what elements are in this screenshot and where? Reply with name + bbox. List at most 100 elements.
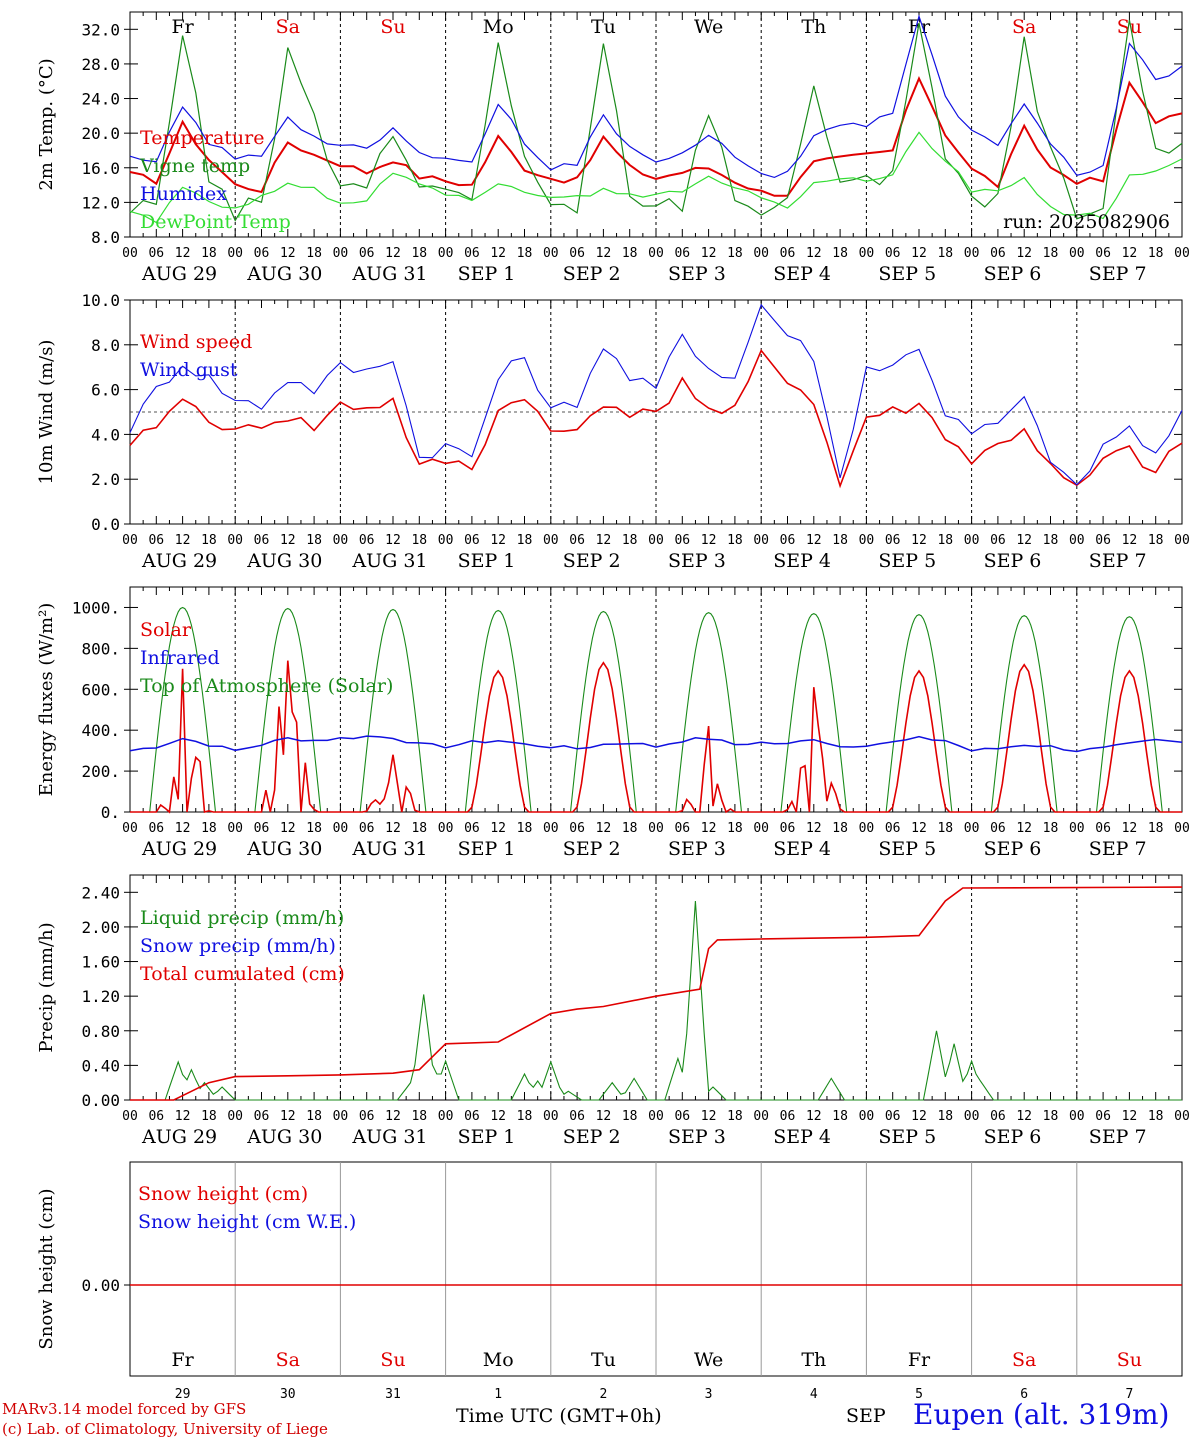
series-line-solar (130, 660, 1182, 814)
date-label: SEP 1 (458, 550, 516, 572)
hour-label: 00 (648, 533, 664, 548)
y-tick-label: 0.0 (91, 515, 120, 534)
hour-label: 06 (990, 821, 1006, 836)
date-label: SEP 2 (563, 1126, 621, 1148)
hour-label: 06 (569, 1109, 585, 1124)
date-label: SEP 1 (458, 838, 516, 860)
hour-label: 00 (1069, 1109, 1085, 1124)
hour-label: 12 (911, 246, 927, 261)
hour-label: 18 (622, 246, 638, 261)
hour-label: 00 (227, 1109, 243, 1124)
hour-label: 12 (490, 246, 506, 261)
hour-label: 00 (438, 533, 454, 548)
day-number: 1 (494, 1387, 502, 1402)
legend-entry: Temperature (140, 127, 264, 149)
day-of-week-bottom: Sa (276, 1349, 300, 1371)
hour-label: 06 (780, 1109, 796, 1124)
legend-entry: Snow precip (mm/h) (140, 935, 336, 957)
y-tick-label: 0.40 (81, 1056, 120, 1075)
legend-entry: Snow height (cm) (138, 1183, 308, 1205)
hour-label: 12 (175, 246, 191, 261)
hour-label: 06 (569, 533, 585, 548)
day-of-week-bottom: Sa (1012, 1349, 1036, 1371)
hour-label: 06 (885, 1109, 901, 1124)
y-tick-label: 1.60 (81, 953, 120, 972)
hour-label: 12 (596, 1109, 612, 1124)
date-label: SEP 4 (773, 1126, 831, 1148)
hour-label: 18 (411, 246, 427, 261)
run-annotation: run: 2025082906 (1003, 211, 1170, 233)
hour-label: 00 (753, 1109, 769, 1124)
hour-label: 18 (622, 533, 638, 548)
hour-label: 00 (964, 821, 980, 836)
day-of-week-bottom: Fr (171, 1349, 194, 1371)
hour-label: 18 (1043, 821, 1059, 836)
hour-label: 00 (1174, 821, 1190, 836)
y-tick-label: 0.80 (81, 1022, 120, 1041)
date-label: AUG 29 (141, 550, 217, 572)
hour-label: 06 (674, 533, 690, 548)
location-label: Eupen (alt. 319m) (913, 1398, 1170, 1431)
hour-label: 18 (727, 533, 743, 548)
day-number: 5 (915, 1387, 923, 1402)
legend-entry: Humidex (140, 183, 227, 205)
day-of-week-bottom: Fr (908, 1349, 931, 1371)
day-number: 4 (810, 1387, 818, 1402)
hour-label: 12 (490, 533, 506, 548)
panel-frame (129, 586, 1183, 813)
hour-label: 18 (306, 1109, 322, 1124)
y-tick-label: 2.00 (81, 918, 120, 937)
date-label: SEP 3 (668, 838, 726, 860)
hour-label: 00 (543, 533, 559, 548)
hour-label: 06 (569, 246, 585, 261)
date-label: AUG 30 (246, 1126, 322, 1148)
legend-entry: DewPoint Temp (140, 211, 291, 233)
hour-label: 06 (359, 1109, 375, 1124)
hour-label: 00 (1174, 533, 1190, 548)
hour-label: 12 (175, 533, 191, 548)
hour-label: 06 (359, 821, 375, 836)
hour-label: 00 (122, 1109, 138, 1124)
series-line-wind-speed (129, 348, 1183, 489)
hour-label: 18 (1043, 533, 1059, 548)
hour-label: 00 (1069, 246, 1085, 261)
date-label: SEP 4 (773, 838, 831, 860)
day-number: 30 (280, 1387, 296, 1402)
y-tick-label: 4.0 (91, 425, 120, 444)
hour-label: 12 (385, 246, 401, 261)
date-label: SEP 2 (563, 838, 621, 860)
hour-label: 12 (1122, 821, 1138, 836)
hour-label: 06 (674, 821, 690, 836)
hour-label: 18 (411, 821, 427, 836)
panel-2: 10m Wind (m/s) 0.0 2.0 4.0 6.0 8.0 10.0 00 06 12 1… (36, 291, 1190, 572)
day-number: 7 (1125, 1387, 1133, 1402)
hour-label: 06 (990, 533, 1006, 548)
hour-label: 18 (832, 246, 848, 261)
hour-label: 00 (227, 246, 243, 261)
legend-entry: Wind gust (140, 359, 238, 381)
hour-label: 12 (701, 1109, 717, 1124)
hour-label: 12 (806, 1109, 822, 1124)
hour-label: 12 (280, 533, 296, 548)
hour-label: 06 (674, 1109, 690, 1124)
legend-entry: Vigne temp (139, 155, 250, 177)
hour-label: 06 (780, 246, 796, 261)
day-of-week-top: Sa (1012, 16, 1036, 38)
legend-entry: Infrared (140, 647, 220, 669)
date-label: AUG 30 (246, 263, 322, 285)
hour-label: 06 (1095, 821, 1111, 836)
hour-label: 12 (280, 246, 296, 261)
hour-label: 18 (1043, 246, 1059, 261)
date-label: AUG 31 (351, 1126, 427, 1148)
y-tick-label: 2.40 (81, 883, 120, 902)
day-of-week-top: Tu (591, 16, 616, 38)
y-tick-label: 10.0 (81, 291, 120, 310)
date-label: AUG 29 (141, 1126, 217, 1148)
date-label: SEP 4 (773, 263, 831, 285)
y-tick-label: 600. (81, 680, 120, 699)
hour-label: 06 (885, 533, 901, 548)
day-number: 3 (705, 1387, 713, 1402)
legend-entry: Solar (140, 619, 192, 641)
hour-label: 18 (411, 533, 427, 548)
hour-label: 12 (701, 246, 717, 261)
